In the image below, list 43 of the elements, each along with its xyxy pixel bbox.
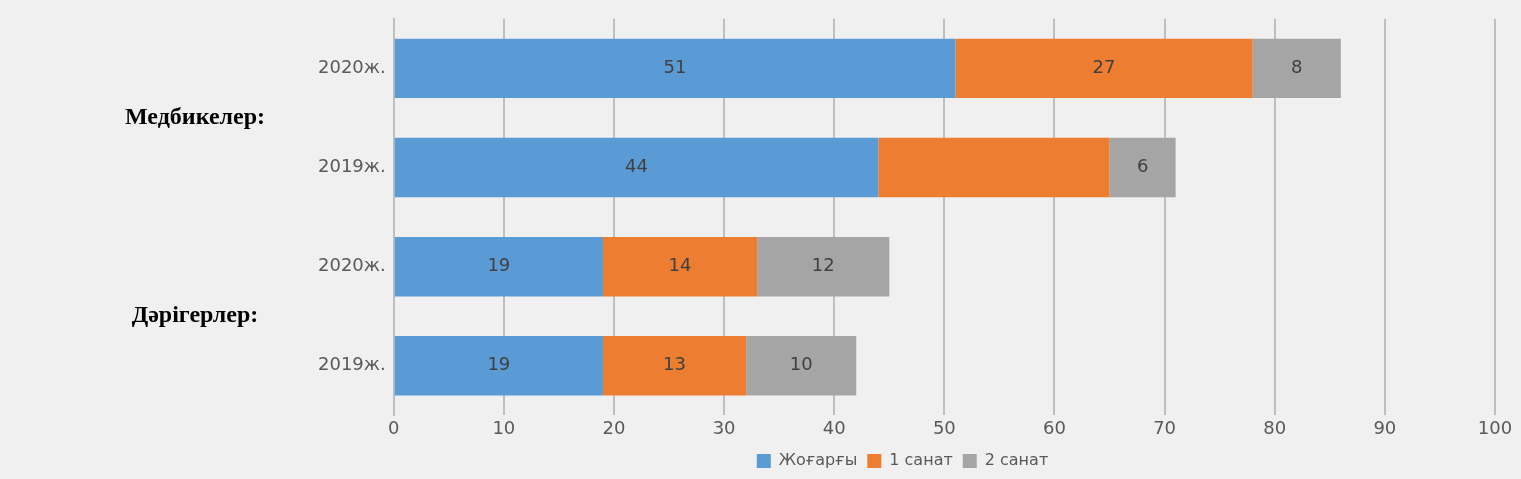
data-label: 44 bbox=[625, 155, 648, 177]
x-tick-label: 70 bbox=[1153, 416, 1177, 438]
x-tick-label: 100 bbox=[1477, 416, 1513, 438]
bar bbox=[746, 336, 857, 396]
x-tick-label: 10 bbox=[492, 416, 516, 438]
y-tick-label: 2019ж. bbox=[318, 155, 386, 177]
legend-label: Жоғарғы bbox=[778, 450, 858, 470]
x-tick-label: 20 bbox=[602, 416, 626, 438]
y-tick-label: 2019ж. bbox=[318, 353, 386, 375]
data-label: 19 bbox=[487, 254, 511, 276]
data-label: 14 bbox=[668, 254, 692, 276]
x-tick-label: 50 bbox=[932, 416, 956, 438]
text: Медбикелер: bbox=[125, 103, 265, 130]
bar bbox=[955, 38, 1253, 99]
x-tick-label: 0 bbox=[388, 416, 400, 438]
bar bbox=[394, 137, 879, 198]
data-label: 13 bbox=[663, 353, 687, 375]
bar bbox=[1109, 137, 1176, 198]
data-label: 8 bbox=[1291, 56, 1303, 78]
data-label: 19 bbox=[487, 353, 511, 375]
data-label: 10 bbox=[789, 353, 813, 375]
data-label: 51 bbox=[663, 56, 687, 78]
legend-label: 2 санат bbox=[984, 450, 1049, 470]
bar bbox=[878, 137, 1110, 198]
data-label: 6 bbox=[1136, 155, 1149, 177]
text: Дәрігерлер: bbox=[131, 301, 259, 328]
data-label: 12 bbox=[811, 254, 835, 276]
bar bbox=[394, 38, 956, 99]
bar bbox=[757, 236, 890, 297]
x-tick-label: 40 bbox=[822, 416, 846, 438]
legend-label: 1 санат bbox=[889, 450, 953, 470]
x-tick-label: 90 bbox=[1373, 416, 1397, 438]
y-tick-label: 2020ж. bbox=[318, 254, 386, 276]
x-tick-label: 80 bbox=[1263, 416, 1287, 438]
x-tick-label: 60 bbox=[1043, 416, 1066, 438]
bar bbox=[602, 336, 747, 396]
bar bbox=[394, 336, 603, 396]
x-tick-label: 30 bbox=[712, 416, 736, 438]
bar bbox=[1252, 38, 1341, 99]
bar bbox=[394, 236, 603, 297]
data-label: 27 bbox=[1092, 56, 1116, 78]
y-tick-label: 2020ж. bbox=[318, 56, 386, 78]
bar bbox=[602, 236, 758, 297]
